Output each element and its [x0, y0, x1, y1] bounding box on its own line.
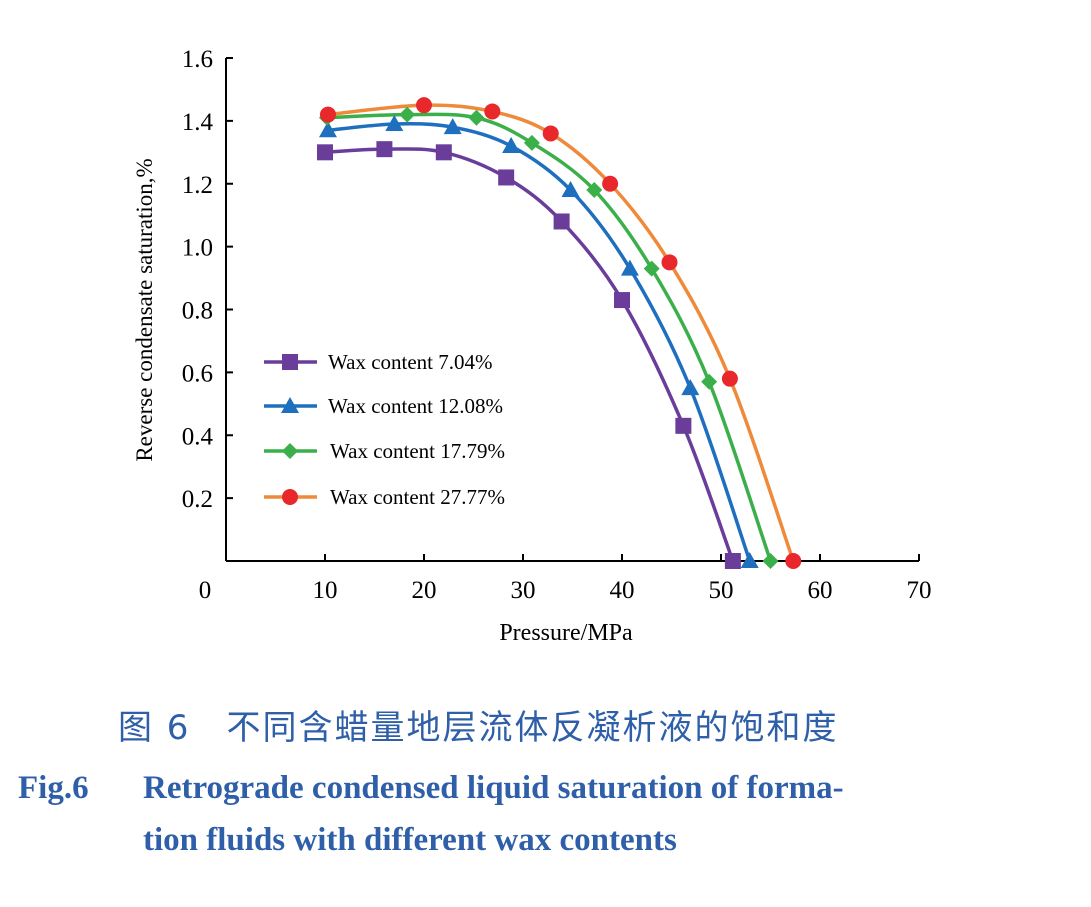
y-tick-label: 0.4	[182, 423, 214, 450]
data-point	[681, 379, 700, 396]
legend-marker	[281, 397, 299, 413]
legend-marker	[282, 443, 298, 459]
data-point	[785, 553, 802, 569]
data-point	[762, 553, 779, 569]
data-point	[602, 175, 619, 192]
data-point	[376, 141, 393, 158]
x-tick-label: 60	[808, 577, 833, 604]
y-tick-label: 1.4	[182, 109, 214, 136]
caption-english-line1: Fig.6 Retrograde condensed liquid saturat…	[18, 770, 1058, 807]
legend-marker	[282, 489, 298, 505]
caption-text-line1: Retrograde condensed liquid saturation o…	[143, 770, 844, 806]
data-point	[701, 373, 718, 390]
y-tick-label: 0.6	[182, 360, 213, 387]
legend-label: Wax content 12.08%	[328, 394, 503, 418]
caption-chinese: 图 6 不同含蜡量地层流体反凝析液的饱和度	[118, 708, 839, 748]
data-point	[502, 137, 521, 154]
data-point	[416, 97, 432, 114]
x-tick-label: 70	[907, 577, 932, 604]
data-point	[319, 106, 336, 123]
x-tick-label: 40	[610, 577, 635, 604]
data-point	[724, 553, 741, 569]
y-axis-label: Reverse condensate saturation,%	[132, 158, 157, 461]
y-tick-label: 0.2	[182, 486, 213, 513]
data-point	[484, 103, 501, 120]
legend-label: Wax content 27.77%	[330, 485, 505, 509]
data-point	[318, 121, 337, 138]
figure-label: Fig.6	[18, 770, 89, 806]
data-point	[385, 115, 404, 132]
data-point	[468, 109, 485, 126]
data-point	[620, 259, 639, 276]
legend-marker	[282, 354, 298, 370]
data-point	[643, 260, 660, 277]
x-tick-label: 0	[199, 577, 212, 604]
data-point	[614, 292, 630, 309]
x-tick-label: 20	[412, 577, 437, 604]
y-tick-label: 0.8	[182, 298, 213, 325]
y-tick-label: 1.2	[182, 172, 213, 199]
legend-label: Wax content 17.79%	[330, 439, 505, 463]
series-markers	[317, 97, 802, 569]
data-point	[740, 552, 759, 568]
legend-label: Wax content 7.04%	[328, 350, 493, 374]
x-tick-label: 30	[511, 577, 536, 604]
data-point	[399, 106, 416, 123]
data-point	[561, 181, 580, 198]
legend: Wax content 7.04% Wax content 12.08% Wax c…	[264, 350, 505, 509]
data-point	[675, 417, 692, 434]
x-tick-label: 10	[313, 577, 338, 604]
caption-english-line2: tion fluids with different wax contents	[143, 822, 677, 858]
data-point	[542, 125, 559, 142]
x-tick-label: 50	[709, 577, 734, 604]
chart: 0 10 20 30 40 50 60 700.20.40.60.81.01.21.41.6 …	[132, 46, 932, 646]
data-point	[317, 144, 333, 161]
data-point	[586, 182, 603, 199]
data-point	[435, 144, 452, 161]
data-point	[721, 370, 738, 387]
data-point	[553, 213, 570, 230]
data-point	[661, 254, 678, 271]
y-tick-label: 1.0	[182, 235, 213, 262]
y-tick-label: 1.6	[182, 46, 213, 73]
x-axis-label: Pressure/MPa	[499, 620, 633, 646]
data-point	[498, 169, 515, 186]
data-point	[443, 118, 462, 135]
data-point	[523, 134, 540, 151]
axes: 0 10 20 30 40 50 60 70 0.2 0.4 0.6 0.8 1.0 1.2 1.4 1.6	[182, 46, 932, 604]
